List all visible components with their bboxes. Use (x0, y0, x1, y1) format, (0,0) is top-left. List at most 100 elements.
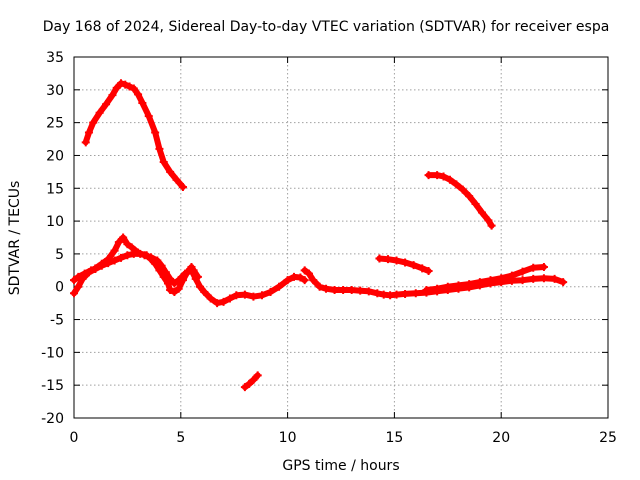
series-arc-3 (70, 249, 202, 298)
data-point (471, 200, 480, 209)
data-point (102, 100, 111, 109)
data-point (146, 255, 155, 264)
data-point (193, 272, 202, 281)
data-point (129, 84, 138, 93)
data-point (445, 175, 454, 184)
data-point (183, 268, 192, 277)
data-point (309, 276, 318, 285)
series-line (71, 234, 308, 307)
data-point (206, 294, 215, 303)
data-point (529, 274, 538, 283)
data-point (213, 299, 222, 308)
data-point (74, 282, 83, 291)
data-series (70, 79, 568, 392)
y-tick-label: 30 (46, 83, 64, 99)
y-tick-label: 20 (46, 148, 64, 164)
x-tick-label: 0 (70, 430, 79, 446)
data-point (249, 292, 258, 301)
series-arc-8 (240, 371, 262, 392)
data-point (300, 266, 309, 275)
data-point (433, 284, 442, 293)
data-point (392, 256, 401, 265)
y-tick-label: -10 (41, 345, 64, 361)
data-point (465, 192, 474, 201)
data-point (189, 266, 198, 275)
data-point (392, 290, 401, 299)
data-point (283, 276, 292, 285)
y-tick-label: -5 (50, 313, 64, 329)
data-point (433, 171, 442, 180)
data-point (409, 261, 418, 270)
data-point (84, 128, 93, 137)
data-point (296, 273, 305, 282)
data-point (418, 264, 427, 273)
data-point (518, 267, 527, 276)
series-arc-1 (81, 79, 187, 191)
plot-frame (73, 56, 609, 419)
data-point (159, 158, 168, 167)
data-point (356, 286, 365, 295)
data-point (114, 238, 123, 247)
x-tick-label: 25 (599, 430, 617, 446)
data-point (95, 108, 104, 117)
data-point (151, 128, 160, 137)
data-point (550, 274, 559, 283)
x-tick-label: 15 (385, 430, 403, 446)
data-point (138, 98, 147, 107)
data-point (539, 263, 548, 272)
data-point (424, 171, 433, 180)
data-point (315, 282, 324, 291)
data-point (539, 274, 548, 283)
data-point (253, 371, 262, 380)
data-point (275, 282, 284, 291)
data-point (200, 287, 209, 296)
data-point (119, 233, 128, 242)
y-tick-label: 10 (46, 214, 64, 230)
data-point (364, 287, 373, 296)
data-point (322, 284, 331, 293)
data-point (383, 255, 392, 264)
data-point (443, 282, 452, 291)
data-point (257, 291, 266, 300)
chart-title: Day 168 of 2024, Sidereal Day-to-day VTE… (43, 19, 610, 35)
series-arc-5 (422, 263, 548, 295)
data-point (497, 274, 506, 283)
data-point (136, 249, 145, 258)
y-tick-label: -20 (41, 411, 64, 427)
data-point (300, 276, 309, 285)
series-line (241, 372, 261, 391)
data-point (123, 240, 132, 249)
data-point (232, 291, 241, 300)
data-point (89, 118, 98, 127)
data-point (411, 289, 420, 298)
data-point (81, 138, 90, 147)
x-axis-label: GPS time / hours (282, 458, 399, 474)
data-point (104, 259, 113, 268)
data-point (225, 294, 234, 303)
data-point (91, 265, 100, 274)
data-point (245, 379, 254, 388)
data-point (116, 79, 125, 88)
y-tick-label: 35 (46, 50, 64, 66)
data-point (465, 280, 474, 289)
data-point (70, 276, 78, 285)
data-point (78, 274, 87, 283)
data-point (163, 279, 172, 288)
data-point (475, 278, 484, 287)
data-point (159, 272, 168, 281)
series-arc-7 (424, 171, 496, 230)
y-tick-label: 0 (55, 280, 64, 296)
data-point (155, 144, 164, 153)
x-tick-label: 5 (176, 430, 185, 446)
y-tick-label: 15 (46, 181, 64, 197)
data-point (249, 375, 258, 384)
data-point (375, 254, 384, 263)
y-tick-label: 25 (46, 116, 64, 132)
data-point (110, 246, 119, 255)
data-point (172, 175, 181, 184)
data-point (127, 243, 136, 252)
data-point (196, 282, 205, 291)
data-point (178, 276, 187, 285)
data-point (339, 286, 348, 295)
data-point (123, 251, 132, 260)
